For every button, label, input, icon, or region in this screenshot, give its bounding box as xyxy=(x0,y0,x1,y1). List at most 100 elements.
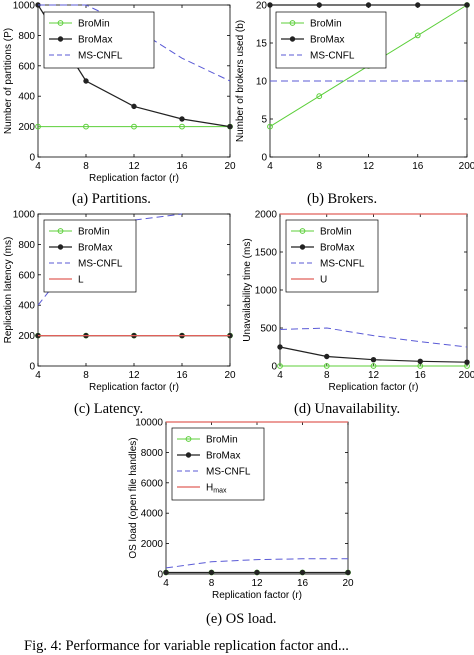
series-line-d-ms-cnfl xyxy=(279,327,468,348)
data-point-a-bromin xyxy=(131,123,137,130)
data-point-e-bromax xyxy=(163,569,169,576)
caption-c: (c) Latency. xyxy=(74,401,144,417)
x-tick-label-b: 4 xyxy=(267,161,273,172)
data-point-d-bromin xyxy=(370,363,377,369)
x-tick-label-d: 200 xyxy=(459,370,474,381)
data-point-e-bromax xyxy=(254,569,260,576)
y-tick-label-e: 8000 xyxy=(141,448,164,459)
data-point-b-bromin xyxy=(316,93,323,100)
data-point-d-bromin xyxy=(277,363,283,369)
x-tick-label-a: 20 xyxy=(224,161,236,172)
y-axis-label-a: Number of partitions (P) xyxy=(3,28,14,134)
x-tick-label-e: 8 xyxy=(209,578,215,589)
x-tick-label-e: 12 xyxy=(251,578,263,589)
legend-marker-c xyxy=(57,244,64,250)
data-point-b-bromax xyxy=(316,2,322,8)
data-point-b-bromax xyxy=(415,2,421,8)
x-tick-label-e: 20 xyxy=(342,578,354,589)
y-tick-label-a: 800 xyxy=(18,31,35,42)
x-tick-label-c: 12 xyxy=(128,370,140,381)
x-tick-label-a: 8 xyxy=(83,161,89,172)
y-tick-label-c: 600 xyxy=(18,270,35,281)
legend-marker-b xyxy=(289,36,296,42)
y-axis-label-b: Number of brokers used (b) xyxy=(235,20,246,142)
legend-marker-e xyxy=(185,452,192,458)
x-tick-label-b: 200 xyxy=(459,161,474,172)
data-point-e-bromax xyxy=(345,569,351,576)
data-point-d-bromax xyxy=(370,356,377,363)
data-point-a-bromax xyxy=(83,78,89,84)
y-tick-label-a: 400 xyxy=(18,92,35,103)
y-tick-label-c: 800 xyxy=(18,240,35,251)
legend-marker-a xyxy=(57,20,64,26)
x-tick-label-d: 16 xyxy=(415,370,427,381)
x-tick-label-e: 4 xyxy=(163,578,169,589)
x-tick-label-c: 8 xyxy=(83,370,89,381)
y-tick-label-e: 0 xyxy=(157,570,163,581)
legend-marker-c xyxy=(57,228,64,234)
x-tick-label-d: 8 xyxy=(324,370,330,381)
x-tick-label-d: 12 xyxy=(368,370,380,381)
data-point-a-bromin xyxy=(83,123,89,130)
data-point-a-bromin xyxy=(35,123,41,130)
legend-label-b: MS-CNFL xyxy=(310,51,355,62)
caption-d: (d) Unavailability. xyxy=(294,401,401,417)
legend-marker-d xyxy=(299,228,306,234)
legend-marker-a xyxy=(57,36,64,42)
y-tick-label-e: 10000 xyxy=(135,418,163,429)
y-tick-label-c: 0 xyxy=(29,362,35,373)
data-point-d-bromax xyxy=(464,359,470,365)
y-tick-label-e: 6000 xyxy=(141,478,164,489)
y-tick-label-b: 10 xyxy=(256,77,268,88)
y-tick-label-a: 600 xyxy=(18,61,35,72)
data-point-a-bromin xyxy=(179,123,185,130)
data-point-d-bromax xyxy=(417,358,423,364)
data-point-d-bromin xyxy=(323,363,330,369)
x-tick-label-a: 16 xyxy=(176,161,188,172)
data-point-b-bromin xyxy=(414,32,421,39)
legend-box-c xyxy=(43,219,137,293)
x-tick-label-d: 4 xyxy=(277,370,283,381)
x-tick-label-c: 20 xyxy=(224,370,236,381)
data-point-a-bromax xyxy=(179,116,185,122)
y-tick-label-b: 20 xyxy=(256,1,268,12)
y-axis-label-e: OS load (open file handles) xyxy=(128,437,139,558)
y-tick-label-d: 0 xyxy=(271,362,277,373)
x-tick-label-c: 4 xyxy=(35,370,41,381)
caption-b: (b) Brokers. xyxy=(307,191,378,207)
x-tick-label-b: 12 xyxy=(363,161,375,172)
legend-label-b: BroMax xyxy=(310,35,344,46)
y-tick-label-c: 1000 xyxy=(13,210,36,221)
y-tick-label-d: 1500 xyxy=(255,248,278,259)
y-tick-label-e: 4000 xyxy=(141,509,164,520)
y-tick-label-b: 5 xyxy=(261,115,267,126)
caption-e: (e) OS load. xyxy=(206,611,277,627)
y-tick-label-a: 1000 xyxy=(13,1,36,12)
data-point-b-bromax xyxy=(365,2,372,8)
x-axis-label-c: Replication factor (r) xyxy=(89,382,179,393)
legend-label-d: U xyxy=(320,275,327,286)
y-tick-label-d: 2000 xyxy=(255,210,278,221)
legend-label-a: BroMin xyxy=(78,19,110,30)
legend-label-b: BroMin xyxy=(310,19,342,30)
y-tick-label-d: 500 xyxy=(260,324,277,335)
x-tick-label-a: 12 xyxy=(128,161,140,172)
legend-label-subscript: max xyxy=(213,488,227,495)
legend-label-a: BroMax xyxy=(78,35,112,46)
x-tick-label-e: 16 xyxy=(297,578,309,589)
data-point-a-bromax xyxy=(227,123,233,130)
x-axis-label-d: Replication factor (r) xyxy=(328,382,418,393)
y-tick-label-a: 0 xyxy=(29,153,35,164)
y-tick-label-e: 2000 xyxy=(141,539,164,550)
data-point-a-bromax xyxy=(131,103,137,110)
chart-e: 4 8 12 16 20 0 2000 4000 6000 8000 10000 Replicatio… xyxy=(128,418,354,602)
legend-label-e: BroMin xyxy=(206,435,238,446)
x-tick-label-a: 4 xyxy=(35,161,41,172)
y-tick-label-b: 0 xyxy=(261,153,267,164)
data-point-e-bromax xyxy=(208,569,215,576)
legend-label-d: MS-CNFL xyxy=(320,259,365,270)
data-point-b-bromax xyxy=(464,2,470,8)
